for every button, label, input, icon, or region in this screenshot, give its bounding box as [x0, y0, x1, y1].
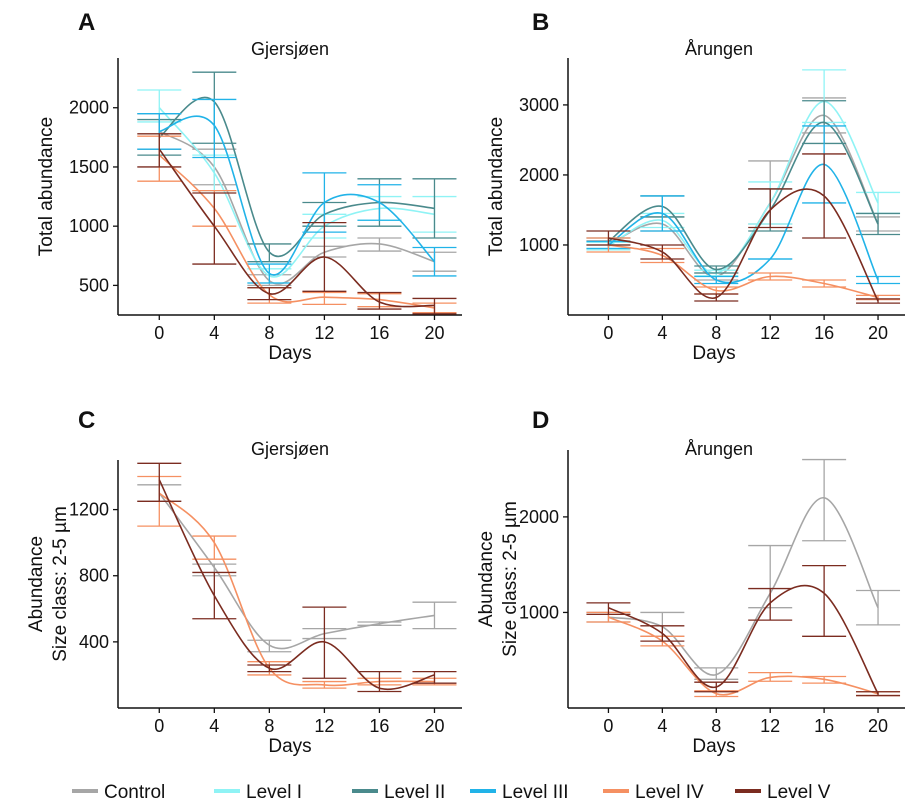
panel-d: D Årungen 1000 2000 0 4 8 12 16 20 Days Abundance Si…	[476, 407, 905, 757]
x-tick-label: 0	[154, 716, 164, 736]
y-tick-label: 1500	[69, 157, 109, 177]
x-tick-label: 8	[264, 323, 274, 343]
x-tick-label: 4	[209, 716, 219, 736]
x-tick-label: 20	[424, 323, 444, 343]
series-level-iii	[137, 98, 457, 284]
series-line	[608, 616, 879, 696]
series-line	[158, 492, 435, 650]
y-tick-label: 1000	[519, 602, 559, 622]
x-tick-label: 0	[603, 323, 613, 343]
x-tick-label: 4	[657, 716, 667, 736]
x-tick-label: 12	[314, 323, 334, 343]
x-tick-label: 0	[154, 323, 164, 343]
x-tick-label: 20	[424, 716, 444, 736]
x-tick-label: 20	[868, 323, 888, 343]
x-tick-label: 12	[760, 716, 780, 736]
x-tick-label: 12	[760, 323, 780, 343]
chart-title: Årungen	[685, 39, 753, 59]
y-axis-title: Size class: 2-5 µm	[500, 501, 521, 657]
series-level-v	[586, 153, 901, 304]
y-tick-label: 400	[79, 632, 109, 652]
x-axis-title: Days	[268, 736, 311, 757]
legend-label: Level III	[502, 782, 569, 803]
x-tick-label: 8	[711, 716, 721, 736]
x-tick-label: 4	[657, 323, 667, 343]
series-level-ii	[137, 71, 457, 263]
panel-a: A Gjersjøen 500 1000 1500 2000 0 4 8 12 16 20 Days To…	[36, 9, 462, 364]
panel-b: B Årungen 1000 2000 3000 0 4 8 12 16 20 Days Total a…	[486, 9, 905, 364]
y-tick-label: 800	[79, 566, 109, 586]
chart-title: Årungen	[685, 439, 753, 459]
x-axis-title: Days	[268, 343, 311, 364]
series-line	[159, 115, 436, 276]
y-tick-label: 1200	[69, 500, 109, 520]
x-tick-label: 12	[314, 716, 334, 736]
y-tick-label: 2000	[519, 507, 559, 527]
series-control	[586, 458, 901, 680]
y-tick-label: 1000	[519, 235, 559, 255]
chart-title: Gjersjøen	[251, 439, 329, 459]
y-tick-label: 2000	[69, 98, 109, 118]
panel-label: B	[532, 9, 549, 36]
series-level-iv	[137, 135, 457, 314]
y-axis-title: Size class: 2-5 µm	[50, 506, 71, 662]
chart-title: Gjersjøen	[251, 39, 329, 59]
legend: Control Level I Level II Level III Level IV L…	[72, 782, 831, 803]
x-tick-label: 20	[868, 716, 888, 736]
legend-label: Level II	[384, 782, 445, 803]
y-tick-label: 2000	[519, 165, 559, 185]
series-level-iv	[586, 611, 901, 698]
series-line	[158, 479, 435, 691]
y-tick-label: 500	[79, 275, 109, 295]
x-tick-label: 4	[209, 323, 219, 343]
legend-label: Level I	[246, 782, 302, 803]
y-axis-title: Abundance	[476, 531, 497, 627]
series-level-v	[137, 462, 457, 693]
x-tick-label: 8	[264, 716, 274, 736]
series-line	[158, 96, 435, 258]
x-axis-title: Days	[692, 736, 735, 757]
panel-label: C	[78, 407, 95, 434]
series-line	[158, 154, 435, 309]
y-tick-label: 3000	[519, 95, 559, 115]
series-level-v	[137, 133, 457, 315]
x-tick-label: 16	[369, 716, 389, 736]
panel-label: A	[78, 9, 95, 36]
y-axis-title: Total abundance	[486, 117, 507, 256]
series-line	[608, 584, 879, 695]
x-tick-label: 8	[711, 323, 721, 343]
x-tick-label: 0	[603, 716, 613, 736]
series-line	[608, 188, 879, 302]
series-line	[607, 163, 879, 284]
x-tick-label: 16	[369, 323, 389, 343]
x-axis-title: Days	[692, 343, 735, 364]
legend-label: Control	[104, 782, 165, 803]
x-tick-label: 16	[814, 716, 834, 736]
y-axis-title: Abundance	[26, 536, 47, 632]
series-level-v	[586, 564, 901, 697]
legend-label: Level V	[767, 782, 831, 803]
legend-label: Level IV	[635, 782, 704, 803]
panel-label: D	[532, 407, 549, 434]
series-control	[586, 97, 901, 281]
series-level-iii	[586, 125, 901, 285]
series-line	[158, 148, 435, 308]
series-line	[608, 100, 879, 274]
series-control	[137, 484, 457, 653]
x-tick-label: 16	[814, 323, 834, 343]
panel-c: C Gjersjøen 400 800 1200 0 4 8 12 16 20 Days Abundan…	[26, 407, 462, 757]
series-line	[608, 244, 879, 299]
y-tick-label: 1000	[69, 216, 109, 236]
y-axis-title: Total abundance	[36, 117, 57, 256]
